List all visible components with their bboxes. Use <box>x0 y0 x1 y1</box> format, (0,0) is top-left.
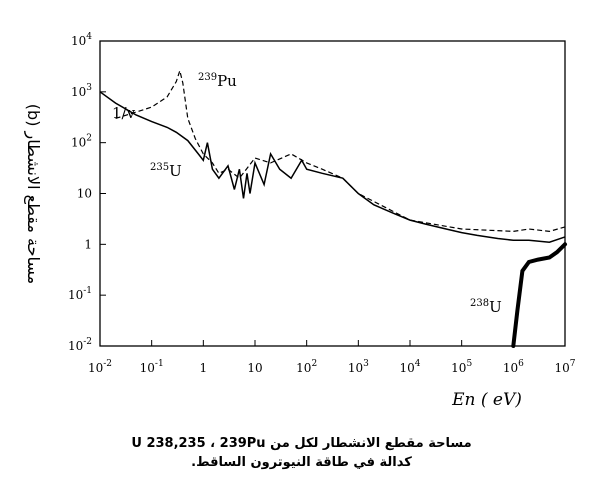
x-tick-label: 10 <box>247 361 262 375</box>
annotation-label: 239Pu <box>198 72 237 90</box>
annotation-label: 1/v <box>112 104 136 122</box>
x-tick-label: 106 <box>503 359 524 375</box>
series-layer <box>99 68 567 348</box>
y-axis-ticks: 10-2 10-1 1 10 102 103 104 <box>68 32 106 353</box>
x-tick-label: 1 <box>200 361 208 375</box>
x-tick-label: 10-2 <box>88 359 112 375</box>
x-tick-label: 104 <box>399 359 420 375</box>
figure-caption: مساحة مقطع الانشطار لكل من U 238,235 ، 2… <box>0 432 603 474</box>
annotation-label: 235U <box>150 162 182 180</box>
x-axis-ticks: 10-2 10-1 1 10 102 103 104 105 106 107 <box>88 340 576 375</box>
x-tick-label: 10-1 <box>140 359 164 375</box>
y-tick-label: 10-2 <box>68 337 92 353</box>
series-line-238u <box>511 242 567 348</box>
fission-cross-section-chart: 10-2 10-1 1 10 102 103 104 105 106 107 10-210-111… <box>23 32 576 410</box>
x-tick-label: 107 <box>554 359 575 375</box>
y-tick-label: 102 <box>71 134 92 150</box>
y-axis-label: مساحة مقطع الانشطار (b) <box>23 104 43 284</box>
caption-line-2: كدالة في طاقة النيوترون الساقط. <box>191 455 412 470</box>
y-tick-label: 103 <box>71 83 92 99</box>
x-tick-label: 105 <box>451 359 472 375</box>
series-line-235u <box>99 91 566 243</box>
series-line-239pu <box>115 68 566 233</box>
x-tick-label: 102 <box>296 359 317 375</box>
y-tick-label: 104 <box>71 32 92 48</box>
caption-line-1: مساحة مقطع الانشطار لكل من U 238,235 ، 2… <box>131 436 472 451</box>
x-tick-label: 103 <box>348 359 369 375</box>
y-tick-label: 10-1 <box>68 286 92 302</box>
y-tick-label: 1 <box>84 237 92 251</box>
x-axis-label: En ( eV) <box>451 390 522 410</box>
annotation-layer: 239Pu 235U 238U 1/v <box>112 72 502 316</box>
y-tick-label: 10 <box>77 187 92 201</box>
annotation-label: 238U <box>470 298 502 316</box>
